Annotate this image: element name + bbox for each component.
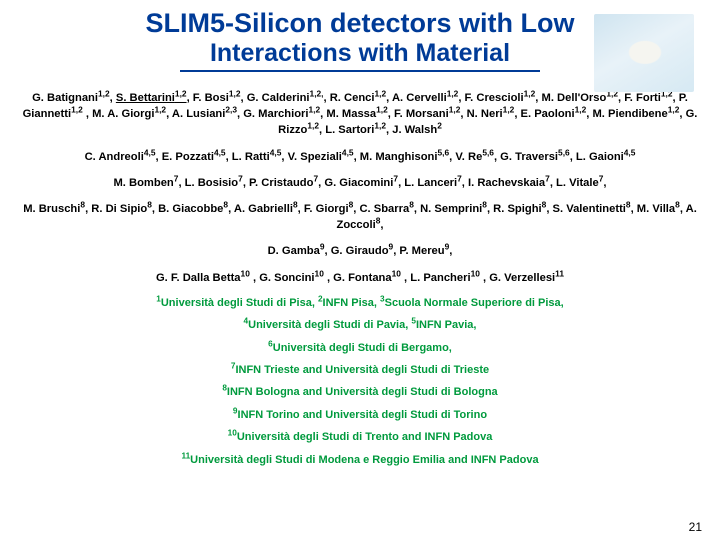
author-group: D. Gamba9, G. Giraudo9, P. Mereu9, <box>6 243 714 259</box>
affiliation-line: 7INFN Trieste and Università degli Studi… <box>0 363 720 378</box>
author-group: G. Batignani1,2, S. Bettarini1,2, F. Bos… <box>6 90 714 139</box>
affiliation-line: 6Università degli Studi di Bergamo, <box>0 341 720 356</box>
affiliation-line: 1Università degli Studi di Pisa, 2INFN P… <box>0 296 720 311</box>
title-underline <box>180 70 540 72</box>
affiliation-line: 10Università degli Studi di Trento and I… <box>0 430 720 445</box>
page-number: 21 <box>689 520 702 534</box>
author-group: G. F. Dalla Betta10 , G. Soncini10 , G. … <box>6 270 714 286</box>
title-block: SLIM5-Silicon detectors with Low Interac… <box>60 8 660 72</box>
affiliation-line: 8INFN Bologna and Università degli Studi… <box>0 385 720 400</box>
affiliations-section: 1Università degli Studi di Pisa, 2INFN P… <box>0 296 720 468</box>
title-line1: SLIM5-Silicon detectors with Low <box>60 8 660 39</box>
affiliation-line: 9INFN Torino and Università degli Studi … <box>0 408 720 423</box>
author-group: C. Andreoli4,5, E. Pozzati4,5, L. Ratti4… <box>6 149 714 165</box>
authors-section: G. Batignani1,2, S. Bettarini1,2, F. Bos… <box>0 90 720 286</box>
title-line2: Interactions with Material <box>210 39 510 70</box>
affiliation-line: 4Università degli Studi di Pavia, 5INFN … <box>0 318 720 333</box>
author-group: M. Bomben7, L. Bosisio7, P. Cristaudo7, … <box>6 175 714 191</box>
author-group: M. Bruschi8, R. Di Sipio8, B. Giacobbe8,… <box>6 201 714 233</box>
affiliation-line: 11Università degli Studi di Modena e Reg… <box>0 453 720 468</box>
